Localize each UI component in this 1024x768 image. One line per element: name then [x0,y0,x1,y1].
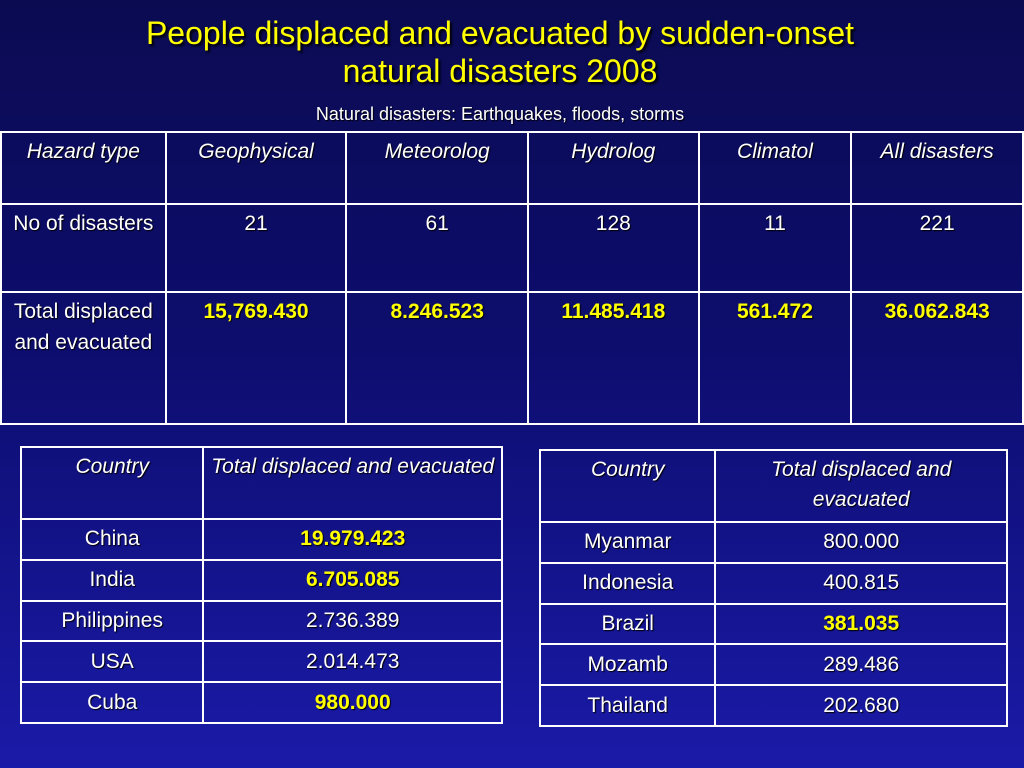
country-cell: Philippines [19,599,205,643]
country-table-left: Country Total displaced and evacuated Ch… [19,446,503,724]
value-cell: 800.000 [714,521,1008,564]
table-header-row: Country Total displaced and evacuated [19,446,503,520]
table-cell: 36.062.843 [850,291,1024,425]
table-row: Philippines 2.736.389 [19,599,503,643]
header-all-disasters: All disasters [850,131,1024,205]
table-cell: 221 [850,203,1024,293]
slide-title-line-2: natural disasters 2008 [342,53,658,89]
table-row: Brazil 381.035 [538,602,1008,646]
header-hydrological: Hydrolog [526,131,700,205]
country-cell: Thailand [538,684,717,727]
table-cell: 11 [697,203,853,293]
table-header-row: Country Total displaced and evacuated [538,449,1008,523]
table-cell: 561.472 [697,291,853,425]
country-cell: Myanmar [538,521,717,564]
value-cell: 980.000 [202,681,503,724]
table-row: Cuba 980.000 [19,681,503,724]
table-cell: 128 [526,203,700,293]
header-country: Country [19,446,205,520]
header-hazard-type: Hazard type [0,131,167,205]
value-cell: 400.815 [714,561,1008,605]
country-cell: Cuba [19,681,205,724]
country-table-right: Country Total displaced and evacuated My… [538,449,1008,727]
table-row: Indonesia 400.815 [538,561,1008,605]
header-total-displaced: Total displaced and evacuated [714,449,1008,523]
hazard-table: Hazard type Geophysical Meteorolog Hydro… [0,131,1024,425]
value-cell: 289.486 [714,643,1008,687]
value-cell: 2.014.473 [202,640,503,684]
value-cell: 6.705.085 [202,558,503,602]
country-cell: Mozamb [538,643,717,687]
table-cell: 11.485.418 [526,291,700,425]
table-row: USA 2.014.473 [19,640,503,684]
table-row: India 6.705.085 [19,558,503,602]
table-cell: 15,769.430 [164,291,348,425]
row-label: No of disasters [0,203,167,293]
country-cell: Indonesia [538,561,717,605]
country-cell: China [19,518,205,561]
table-row: Mozamb 289.486 [538,643,1008,687]
table-cell: 21 [164,203,348,293]
slide-title-line-1: People displaced and evacuated by sudden… [145,15,855,51]
header-geophysical: Geophysical [164,131,348,205]
table-cell: 61 [345,203,529,293]
table-header-row: Hazard type Geophysical Meteorolog Hydro… [0,131,1024,205]
header-total-displaced: Total displaced and evacuated [202,446,503,520]
table-row: Thailand 202.680 [538,684,1008,727]
country-cell: USA [19,640,205,684]
country-cell: India [19,558,205,602]
table-row: China 19.979.423 [19,518,503,561]
slide-subtitle: Natural disasters: Earthquakes, floods, … [315,104,685,124]
table-cell: 8.246.523 [345,291,529,425]
table-row-disaster-count: No of disasters 21 61 128 11 221 [0,203,1024,293]
table-row-total-displaced: Total displaced and evacuated 15,769.430… [0,291,1024,425]
value-cell: 202.680 [714,684,1008,727]
row-label: Total displaced and evacuated [0,291,167,425]
header-meteorological: Meteorolog [345,131,529,205]
table-row: Myanmar 800.000 [538,521,1008,564]
value-cell: 19.979.423 [202,518,503,561]
header-climatological: Climatol [697,131,853,205]
country-cell: Brazil [538,602,717,646]
header-country: Country [538,449,717,523]
value-cell: 2.736.389 [202,599,503,643]
value-cell: 381.035 [714,602,1008,646]
slide-title: People displaced and evacuated by sudden… [0,14,1000,90]
